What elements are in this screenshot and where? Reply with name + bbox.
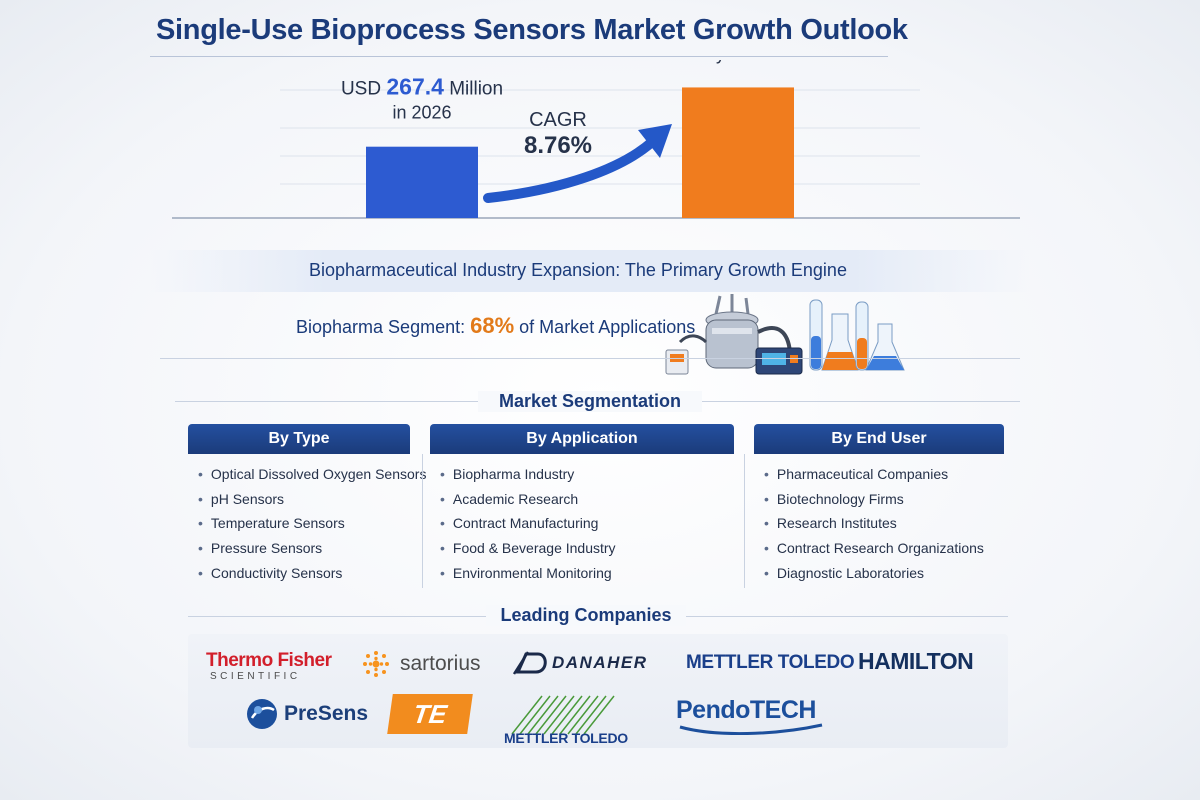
pendotech-wordmark: PendoTECH <box>676 696 816 724</box>
danaher-logo: DANAHER <box>512 650 648 676</box>
bioreactor-lab-equipment-icon <box>665 294 905 375</box>
list-item: Environmental Monitoring <box>440 561 734 586</box>
engine-title: Biopharmaceutical Industry Expansion: Th… <box>309 260 847 280</box>
mettler-toledo-wordmark: METTLER TOLEDO <box>686 652 855 673</box>
te-connectivity-logo: TE <box>387 694 473 734</box>
list-item: Conductivity Sensors <box>198 561 410 586</box>
growth-arrow-icon <box>483 124 672 203</box>
engine-band <box>150 250 1030 292</box>
cagr-label: CAGR <box>529 109 587 131</box>
mettler-toledo-secondary-wordmark: METTLER TOLEDO <box>504 730 628 746</box>
hamilton-wordmark: HAMILTON <box>858 648 974 674</box>
title-divider <box>150 56 888 57</box>
list-item: Research Institutes <box>764 511 1004 536</box>
pendotech-logo: PendoTECH <box>676 696 826 735</box>
bar-value-label: USD 267.4 Million <box>341 74 503 100</box>
presens-logo: PreSens <box>246 698 368 730</box>
page-title: Single-Use Bioprocess Sensors Market Gro… <box>156 14 908 46</box>
segment-column-title: By Application <box>430 424 734 454</box>
cagr-value: 8.76% <box>524 132 592 159</box>
thermo-fisher-wordmark: Thermo Fisher <box>206 650 332 671</box>
list-item: Contract Research Organizations <box>764 536 1004 561</box>
chart-bars <box>366 87 794 218</box>
list-item: pH Sensors <box>198 487 410 512</box>
bar-period-label: in 2026 <box>392 103 451 123</box>
bar-period-label: by 2033 <box>706 60 770 63</box>
list-item: Biopharma Industry <box>440 462 734 487</box>
list-item: Optical Dissolved Oxygen Sensors <box>198 462 427 487</box>
presens-wordmark: PreSens <box>284 702 369 725</box>
list-item: Temperature Sensors <box>198 511 410 536</box>
list-item: Food & Beverage Industry <box>440 536 734 561</box>
segment-column-title: By End User <box>754 424 1004 454</box>
segment-prefix: Biopharma Segment: <box>296 317 466 337</box>
mettler-toledo-secondary-logo: METTLER TOLEDO <box>502 694 628 746</box>
company-logos-panel: Thermo Fisher SCIENTIFIC sartorius DANAH… <box>188 634 1008 748</box>
sartorius-logo: sartorius <box>362 650 481 678</box>
segmentation-title: Market Segmentation <box>478 391 702 412</box>
segment-column-end-user: By End User Pharmaceutical Companies Bio… <box>754 424 1004 585</box>
column-divider <box>744 454 745 588</box>
sartorius-wordmark: sartorius <box>400 652 481 675</box>
companies-title: Leading Companies <box>486 605 686 626</box>
list-item: Pressure Sensors <box>198 536 410 561</box>
sartorius-mark-icon <box>363 651 389 677</box>
mettler-toledo-logo: METTLER TOLEDO <box>686 652 855 674</box>
hatched-mark-icon <box>511 695 615 735</box>
thermo-fisher-logo: Thermo Fisher SCIENTIFIC <box>206 650 332 682</box>
biopharma-segment-line: Biopharma Segment: 68% of Market Applica… <box>296 313 695 339</box>
segment-column-type: By Type Optical Dissolved Oxygen Sensors… <box>188 424 427 586</box>
segment-suffix: of Market Applications <box>519 317 696 337</box>
hamilton-logo: HAMILTON <box>858 648 974 675</box>
bar-2026 <box>366 146 478 218</box>
list-item: Academic Research <box>440 487 734 512</box>
presens-globe-icon <box>247 699 277 729</box>
list-item: Diagnostic Laboratories <box>764 561 1004 586</box>
danaher-mark-icon <box>512 651 547 675</box>
list-item: Contract Manufacturing <box>440 511 734 536</box>
column-divider <box>422 454 423 588</box>
list-item: Biotechnology Firms <box>764 487 1004 512</box>
te-wordmark: TE <box>411 698 449 729</box>
list-item: Pharmaceutical Companies <box>764 462 1004 487</box>
pendotech-swoosh-icon <box>679 723 823 735</box>
segment-column-title: By Type <box>188 424 410 454</box>
segment-column-application: By Application Biopharma Industry Academ… <box>430 424 734 585</box>
thermo-fisher-subtitle: SCIENTIFIC <box>210 671 301 682</box>
engine-divider <box>160 358 1020 359</box>
bar-2033 <box>682 87 794 218</box>
danaher-wordmark: DANAHER <box>552 653 648 672</box>
segment-percentage: 68% <box>470 313 515 338</box>
